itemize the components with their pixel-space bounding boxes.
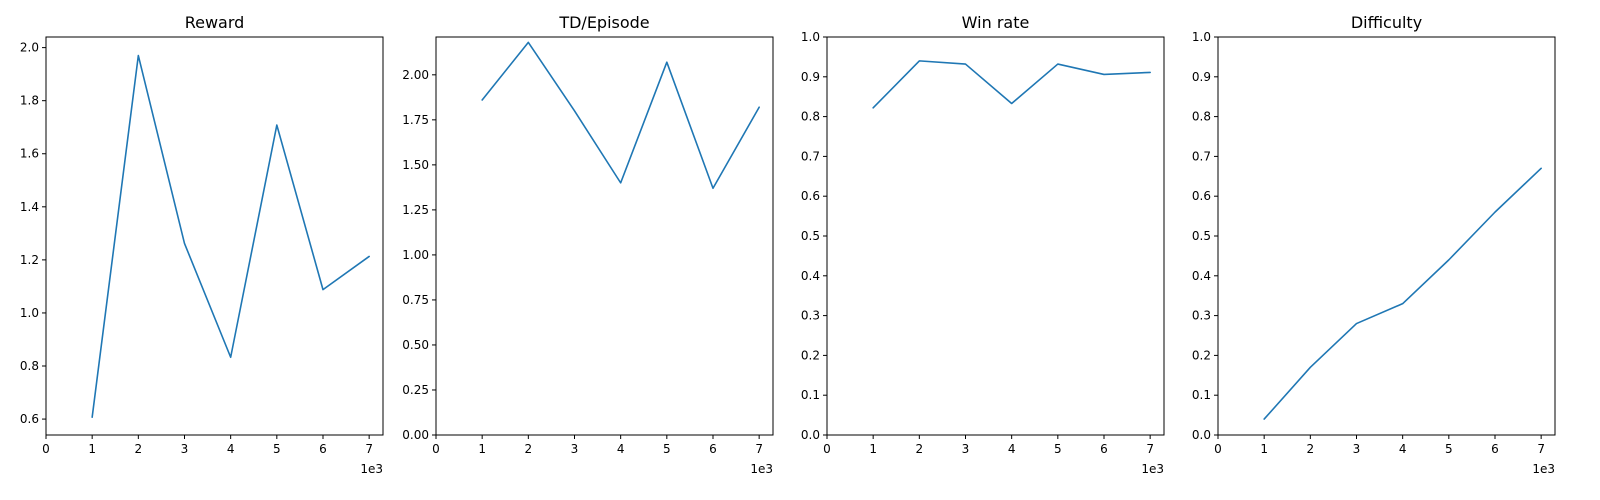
x-axis-offset-label: 1e3	[360, 462, 383, 476]
series-line-1	[1263, 167, 1542, 420]
y-tick-label: 0.2	[801, 348, 820, 362]
x-tick-label: 5	[273, 442, 281, 456]
y-tick-label: 1.75	[402, 113, 429, 127]
x-tick-label: 2	[525, 442, 533, 456]
y-tick-label: 0.00	[402, 428, 429, 442]
x-tick-label: 5	[663, 442, 671, 456]
y-tick-label: 1.2	[20, 253, 39, 267]
y-tick-label: 1.6	[20, 147, 39, 161]
x-tick-label: 1	[1260, 442, 1268, 456]
y-tick-label: 1.8	[20, 94, 39, 108]
x-tick-label: 3	[571, 442, 579, 456]
axes-frame	[1217, 36, 1556, 436]
x-tick-label: 1	[88, 442, 96, 456]
subplot-2: TD/Episode 0 1 2 3 4 5 6 7 1e3 0.00 0.25 0.50 0.75 1.0…	[402, 13, 774, 476]
x-tick-label: 0	[42, 442, 50, 456]
y-tick-label: 1.50	[402, 158, 429, 172]
y-tick-label: 0.8	[801, 110, 820, 124]
y-tick-label: 0.3	[801, 309, 820, 323]
chart-title: Difficulty	[1351, 13, 1422, 32]
x-tick-label: 4	[227, 442, 235, 456]
x-tick-label: 2	[135, 442, 143, 456]
y-tick-label: 1.4	[20, 200, 39, 214]
y-tick-label: 0.9	[1192, 70, 1211, 84]
x-tick-label: 3	[962, 442, 970, 456]
series-line-1	[872, 60, 1151, 109]
series-line-1	[481, 41, 760, 190]
x-tick-label: 7	[755, 442, 763, 456]
x-axis-offset-label: 1e3	[1532, 462, 1555, 476]
y-tick-label: 0.4	[801, 269, 820, 283]
x-tick-label: 7	[1146, 442, 1154, 456]
x-tick-label: 5	[1445, 442, 1453, 456]
x-tick-label: 2	[916, 442, 924, 456]
series-line-1	[91, 54, 370, 419]
y-tick-label: 1.00	[402, 248, 429, 262]
y-tick-label: 0.75	[402, 293, 429, 307]
subplot-4: Difficulty 0 1 2 3 4 5 6 7 1e3 0.0 0.1 0.2 0.3 0.4 0.5 0…	[1192, 13, 1556, 476]
x-tick-label: 6	[1100, 442, 1108, 456]
y-tick-label: 1.0	[1192, 30, 1211, 44]
y-tick-label: 0.1	[801, 388, 820, 402]
subplot-3: Win rate 0 1 2 3 4 5 6 7 1e3 0.0 0.1 0.2 0.3 0.4 0.5 0.6…	[801, 13, 1165, 476]
x-tick-label: 5	[1054, 442, 1062, 456]
x-tick-label: 2	[1307, 442, 1315, 456]
y-tick-label: 0.5	[1192, 229, 1211, 243]
x-tick-label: 0	[1214, 442, 1222, 456]
y-tick-label: 2.0	[20, 41, 39, 55]
x-axis-offset-label: 1e3	[750, 462, 773, 476]
y-tick-label: 0.1	[1192, 388, 1211, 402]
y-tick-label: 0.8	[1192, 110, 1211, 124]
x-tick-label: 4	[617, 442, 625, 456]
y-tick-label: 1.0	[20, 306, 39, 320]
y-tick-label: 0.3	[1192, 309, 1211, 323]
x-tick-label: 0	[432, 442, 440, 456]
y-tick-label: 0.6	[1192, 189, 1211, 203]
y-tick-label: 0.8	[20, 359, 39, 373]
x-tick-label: 6	[1491, 442, 1499, 456]
y-tick-label: 0.25	[402, 383, 429, 397]
x-tick-label: 6	[709, 442, 717, 456]
chart-title: Win rate	[962, 13, 1030, 32]
y-tick-label: 1.25	[402, 203, 429, 217]
x-tick-label: 1	[869, 442, 877, 456]
chart-title: Reward	[185, 13, 245, 32]
y-tick-label: 0.2	[1192, 348, 1211, 362]
x-tick-label: 0	[823, 442, 831, 456]
x-axis-offset-label: 1e3	[1141, 462, 1164, 476]
subplot-1: Reward 0 1 2 3 4 5 6 7 1e3 0.6 0.8 1.0 1.2 1.4 1.6 1.8 2.…	[20, 13, 384, 476]
x-tick-label: 4	[1008, 442, 1016, 456]
y-tick-label: 0.50	[402, 338, 429, 352]
x-tick-label: 1	[478, 442, 486, 456]
x-tick-label: 7	[365, 442, 373, 456]
y-tick-label: 0.4	[1192, 269, 1211, 283]
chart-title: TD/Episode	[558, 13, 649, 32]
y-tick-label: 0.0	[801, 428, 820, 442]
axes-frame	[435, 36, 774, 436]
x-tick-label: 7	[1537, 442, 1545, 456]
x-tick-label: 3	[1353, 442, 1361, 456]
y-tick-label: 0.6	[801, 189, 820, 203]
x-tick-label: 4	[1399, 442, 1407, 456]
y-tick-label: 0.7	[801, 149, 820, 163]
axes-frame	[45, 36, 384, 436]
y-tick-label: 0.9	[801, 70, 820, 84]
y-tick-label: 0.0	[1192, 428, 1211, 442]
y-tick-label: 2.00	[402, 68, 429, 82]
axes-frame	[826, 36, 1165, 436]
y-tick-label: 0.7	[1192, 149, 1211, 163]
x-tick-label: 3	[181, 442, 189, 456]
y-tick-label: 1.0	[801, 30, 820, 44]
y-tick-label: 0.5	[801, 229, 820, 243]
x-tick-label: 6	[319, 442, 327, 456]
y-tick-label: 0.6	[20, 412, 39, 426]
